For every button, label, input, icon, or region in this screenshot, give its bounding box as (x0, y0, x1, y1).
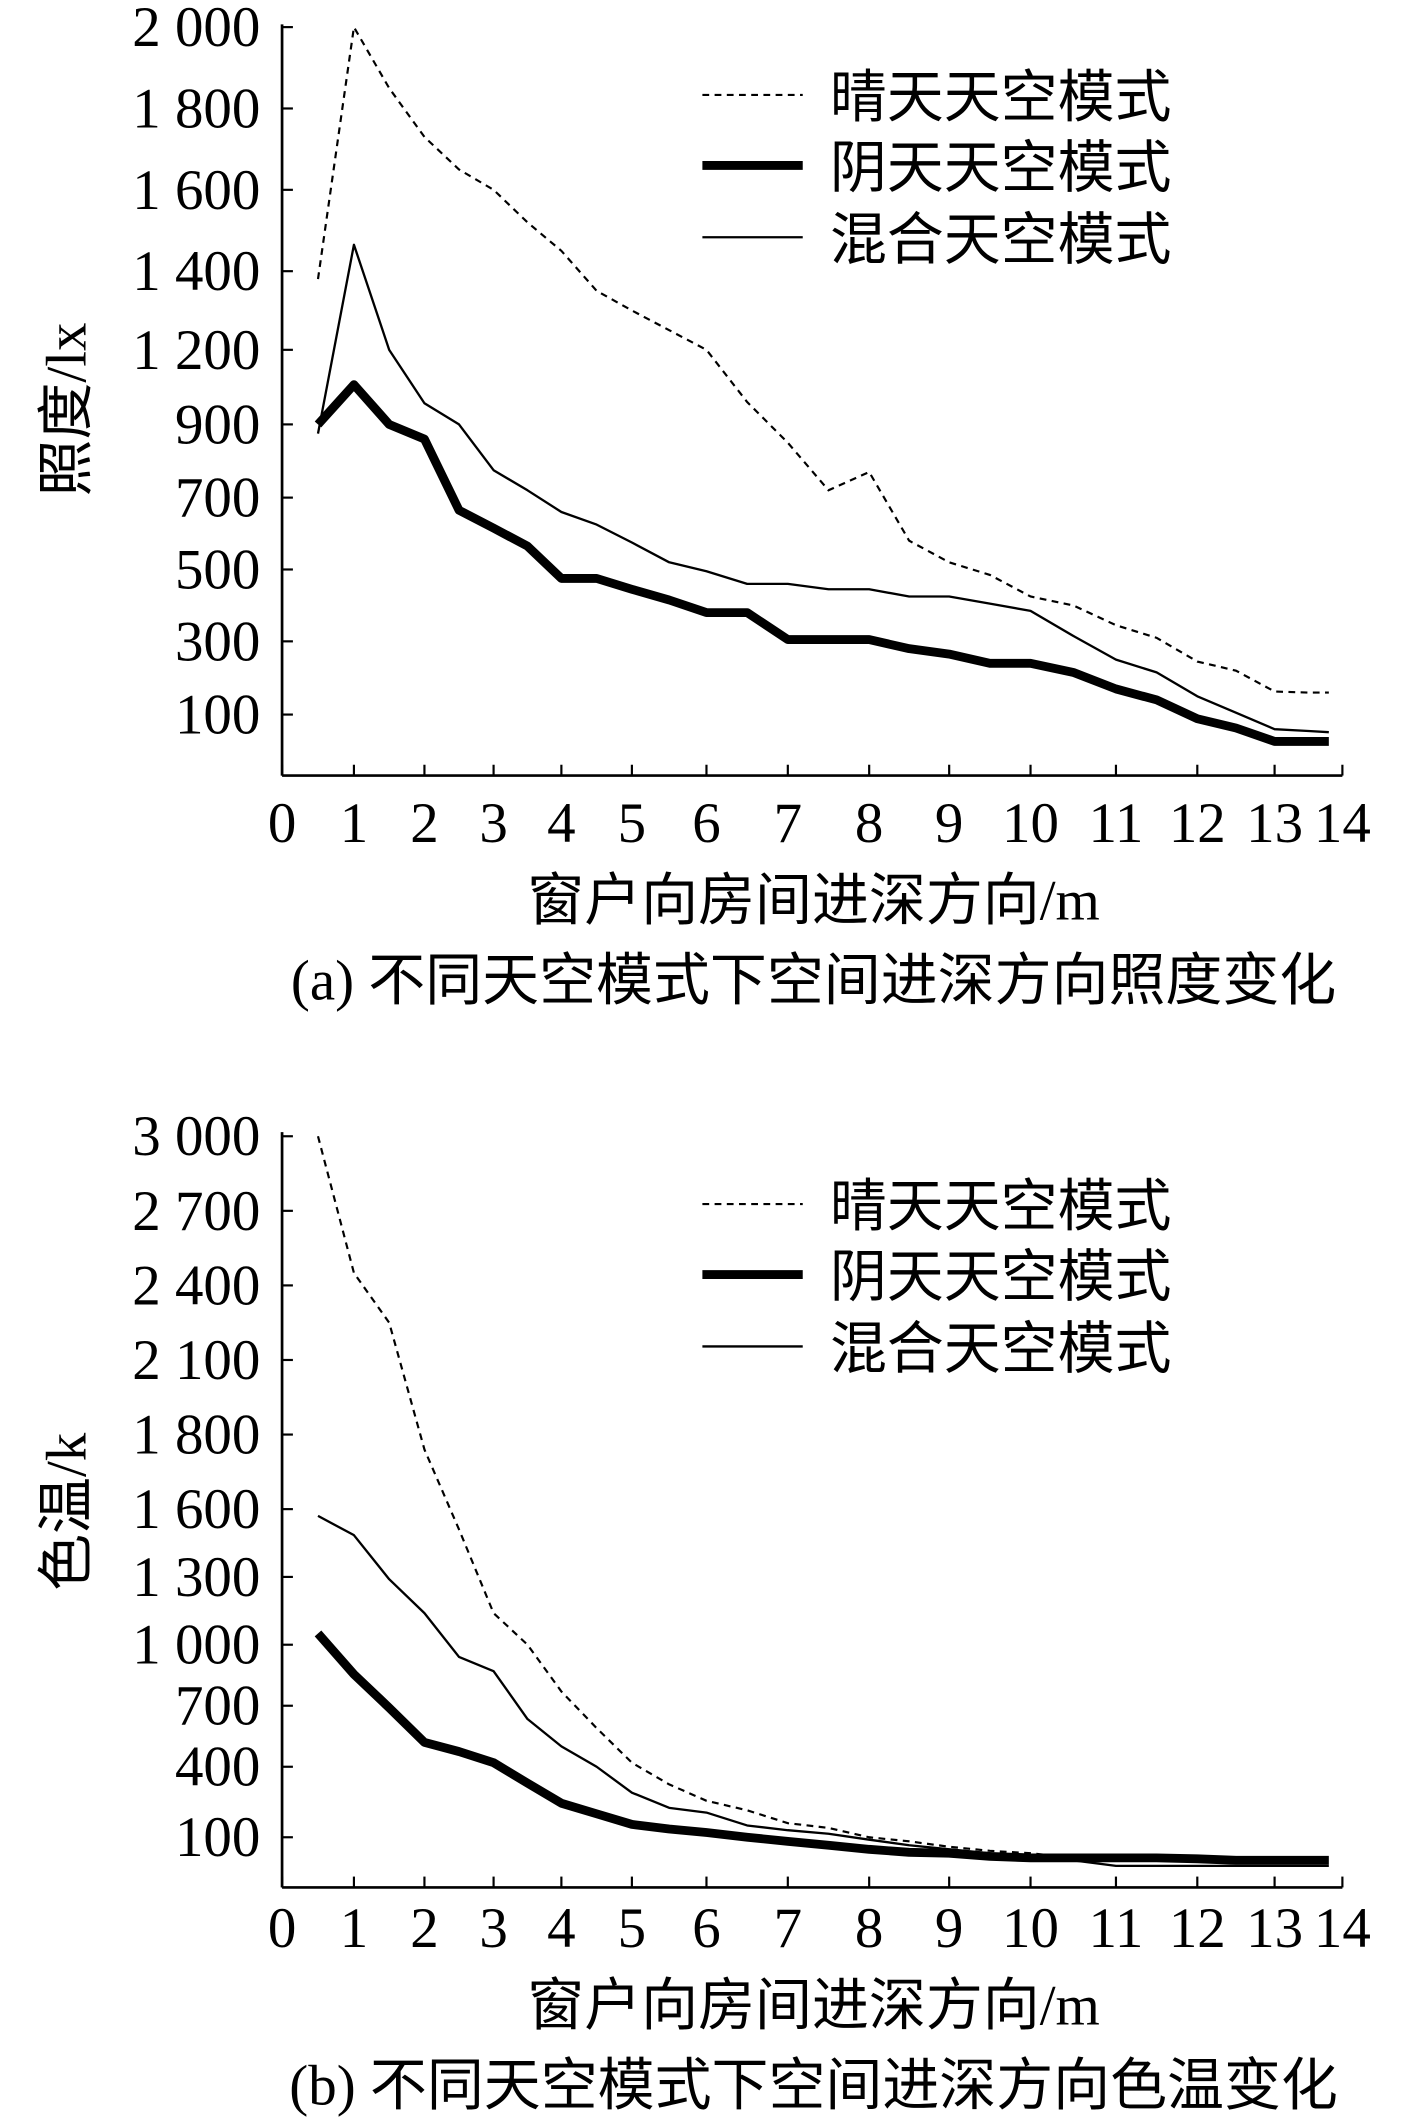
y-tick-label: 1 600 (132, 159, 260, 222)
y-tick-label: 1 400 (132, 240, 260, 303)
x-tick-label: 4 (547, 1897, 575, 1960)
y-tick-label: 500 (175, 538, 260, 601)
chart-caption: (a) 不同天空模式下空间进深方向照度变化 (291, 949, 1336, 1012)
legend-item-mixed-sky: 混合天空模式 (702, 209, 1171, 272)
legend-item-clear-sky: 晴天天空模式 (702, 67, 1171, 130)
x-tick-label: 14 (1314, 1897, 1371, 1960)
y-tick-label: 100 (175, 1806, 260, 1869)
legend-item-mixed-sky: 混合天空模式 (702, 1318, 1171, 1381)
y-tick-label: 700 (175, 467, 260, 530)
y-tick-label: 2 000 (132, 0, 260, 59)
legend-item-overcast-sky: 阴天天空模式 (702, 1246, 1171, 1309)
legend-label: 混合天空模式 (830, 1318, 1172, 1381)
chart-caption: (b) 不同天空模式下空间进深方向色温变化 (289, 2054, 1338, 2117)
x-tick-label: 9 (935, 792, 963, 855)
x-tick-label: 7 (774, 1897, 802, 1960)
y-tick-label: 1 800 (132, 1404, 260, 1467)
x-tick-label: 10 (1002, 792, 1059, 855)
x-tick-label: 1 (340, 792, 368, 855)
y-tick-label: 1 200 (132, 319, 260, 382)
x-tick-label: 3 (479, 1897, 507, 1960)
series-lines (314, 23, 1329, 746)
legend: 晴天天空模式 阴天天空模式 混合天空模式 (702, 67, 1171, 272)
legend-label: 晴天天空模式 (830, 1176, 1172, 1239)
x-tick-label: 10 (1002, 1897, 1059, 1960)
legend-item-overcast-sky: 阴天天空模式 (702, 137, 1171, 200)
y-tick-label: 1 800 (132, 77, 260, 140)
y-tick-label: 3 000 (132, 1105, 260, 1168)
y-axis-label: 照度/lx (35, 322, 98, 496)
x-tick-label: 1 (340, 1897, 368, 1960)
legend-label: 混合天空模式 (830, 209, 1172, 272)
series-line-mixed-sky (316, 243, 1329, 734)
legend-item-clear-sky: 晴天天空模式 (702, 1176, 1171, 1239)
x-tick-label: 2 (410, 792, 438, 855)
x-ticks: 0 1 2 3 4 5 6 7 8 9 10 11 12 13 14 (268, 764, 1371, 855)
series-line-overcast-sky (314, 380, 1329, 746)
x-tick-label: 9 (935, 1897, 963, 1960)
x-tick-label: 5 (618, 1897, 646, 1960)
legend-label: 阴天天空模式 (830, 1246, 1172, 1309)
x-tick-label: 12 (1169, 1897, 1226, 1960)
y-tick-label: 1 000 (132, 1614, 260, 1677)
y-axis-label: 色温/k (35, 1432, 98, 1591)
legend: 晴天天空模式 阴天天空模式 混合天空模式 (702, 1176, 1171, 1381)
y-tick-label: 2 100 (132, 1329, 260, 1392)
x-tick-label: 8 (855, 1897, 883, 1960)
x-tick-label: 2 (410, 1897, 438, 1960)
x-tick-label: 11 (1089, 1897, 1144, 1960)
x-axis-label: 窗户向房间进深方向/m (527, 869, 1100, 932)
legend-label: 阴天天空模式 (830, 137, 1172, 200)
y-tick-label: 1 300 (132, 1546, 260, 1609)
x-ticks: 0 1 2 3 4 5 6 7 8 9 10 11 12 13 14 (268, 1876, 1371, 1960)
x-tick-label: 14 (1314, 792, 1371, 855)
x-tick-label: 6 (692, 792, 720, 855)
legend-label: 晴天天空模式 (830, 67, 1172, 130)
x-tick-label: 0 (268, 1897, 296, 1960)
x-tick-label: 3 (479, 792, 507, 855)
x-tick-label: 5 (618, 792, 646, 855)
y-tick-label: 300 (175, 610, 260, 673)
y-ticks: 2 000 1 800 1 600 1 400 1 200 900 700 500 300 100 (132, 0, 293, 747)
y-tick-label: 900 (175, 393, 260, 456)
y-tick-label: 1 600 (132, 1478, 260, 1541)
series-line-mixed-sky (317, 1514, 1329, 1868)
x-tick-label: 13 (1246, 1897, 1303, 1960)
x-tick-label: 13 (1246, 792, 1303, 855)
x-tick-label: 4 (547, 792, 575, 855)
x-tick-label: 12 (1169, 792, 1226, 855)
y-tick-label: 2 400 (132, 1254, 260, 1317)
x-tick-label: 8 (855, 792, 883, 855)
series-line-overcast-sky (314, 1630, 1329, 1865)
x-tick-label: 7 (774, 792, 802, 855)
y-tick-label: 400 (175, 1736, 260, 1799)
y-tick-label: 2 700 (132, 1180, 260, 1243)
y-tick-label: 100 (175, 684, 260, 747)
y-tick-label: 700 (175, 1675, 260, 1738)
series-line-clear-sky (316, 23, 1329, 694)
x-tick-label: 6 (692, 1897, 720, 1960)
x-tick-label: 0 (268, 792, 296, 855)
series-lines (314, 1135, 1329, 1868)
x-tick-label: 11 (1089, 792, 1144, 855)
x-axis-label: 窗户向房间进深方向/m (527, 1974, 1100, 2037)
